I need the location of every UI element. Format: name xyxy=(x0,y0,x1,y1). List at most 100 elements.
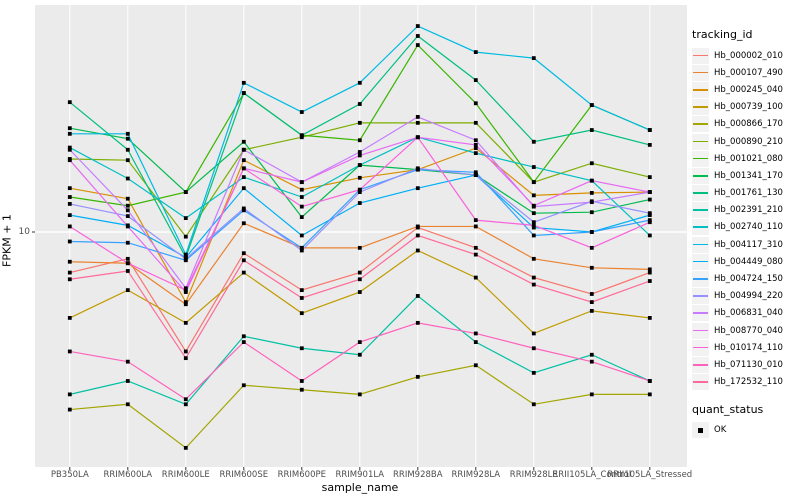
data-point xyxy=(183,300,188,305)
data-point xyxy=(241,158,246,163)
data-point xyxy=(241,186,246,191)
data-point xyxy=(589,245,594,250)
data-point xyxy=(125,131,130,136)
data-point xyxy=(125,379,130,383)
legend-item-label: Hb_004724_150 xyxy=(714,274,783,285)
data-point xyxy=(67,277,72,282)
legend-key-swatch xyxy=(692,374,709,391)
data-point xyxy=(589,230,594,234)
data-point xyxy=(241,334,246,339)
legend-line-icon xyxy=(693,157,708,160)
data-point xyxy=(299,204,304,209)
data-point xyxy=(67,316,72,320)
legend-line-icon xyxy=(693,88,708,91)
data-point xyxy=(125,269,130,273)
legend-line-icon xyxy=(693,381,708,383)
data-point xyxy=(125,176,130,181)
legend-item: Hb_172532_110 xyxy=(692,374,798,391)
legend-item: Hb_001761_130 xyxy=(692,185,798,202)
legend-item-label: Hb_001021_080 xyxy=(714,153,783,164)
data-point xyxy=(589,191,594,195)
data-point xyxy=(589,308,594,313)
legend-item-label: Hb_004994_220 xyxy=(714,291,783,302)
data-point xyxy=(183,356,188,361)
legend-key-swatch xyxy=(692,288,709,305)
data-point xyxy=(647,211,652,216)
data-point xyxy=(357,102,362,106)
data-point xyxy=(415,320,420,325)
legend-item-label: Hb_172532_110 xyxy=(714,377,783,388)
data-point xyxy=(531,223,536,228)
legend-line-icon xyxy=(693,243,708,246)
data-point xyxy=(357,138,362,143)
quant-ok-key xyxy=(692,422,709,439)
data-point xyxy=(299,233,304,238)
data-point xyxy=(473,331,478,336)
data-point xyxy=(473,120,478,125)
legend-item: Hb_004724_150 xyxy=(692,270,798,288)
data-point xyxy=(241,139,246,144)
legend-item: Hb_010174_110 xyxy=(692,339,798,356)
data-point xyxy=(241,80,246,85)
legend-key-swatch xyxy=(692,116,709,133)
data-point xyxy=(67,147,72,152)
data-point xyxy=(473,363,478,368)
data-point xyxy=(67,392,72,397)
legend-item: Hb_002391_210 xyxy=(692,202,798,219)
data-point xyxy=(473,173,478,177)
legend-item-ok: OK xyxy=(692,422,798,439)
data-point xyxy=(357,277,362,282)
data-point xyxy=(67,131,72,136)
data-point xyxy=(299,187,304,192)
data-point xyxy=(589,178,594,183)
data-point xyxy=(125,402,130,407)
data-point xyxy=(183,302,188,307)
data-point xyxy=(531,211,536,216)
x-tick-label: RRII105LA_Control xyxy=(552,470,632,480)
data-point xyxy=(125,203,130,208)
legend-item-label: Hb_001761_130 xyxy=(714,188,783,199)
data-point xyxy=(125,208,130,213)
legend-key-swatch xyxy=(692,185,709,202)
data-point xyxy=(531,220,536,225)
data-point xyxy=(183,402,188,407)
data-point xyxy=(531,139,536,144)
legend-item: Hb_000107_490 xyxy=(692,64,798,81)
data-point xyxy=(125,214,130,218)
data-point xyxy=(357,352,362,357)
data-point xyxy=(125,240,130,245)
data-point xyxy=(647,128,652,132)
data-point xyxy=(241,91,246,95)
legend-item-label: Hb_000890_210 xyxy=(714,136,783,147)
data-point xyxy=(125,158,130,163)
data-point xyxy=(299,180,304,185)
data-point xyxy=(531,331,536,336)
data-point xyxy=(473,143,478,147)
legend-item-label: Hb_006831_040 xyxy=(714,308,783,319)
data-point xyxy=(241,175,246,180)
data-point xyxy=(299,288,304,293)
data-point xyxy=(589,392,594,397)
data-point xyxy=(647,143,652,147)
data-point xyxy=(589,300,594,305)
data-point xyxy=(241,147,246,152)
legend-line-icon xyxy=(693,106,708,108)
data-point xyxy=(531,180,536,185)
legend-key-swatch xyxy=(692,64,709,81)
legend-line-icon xyxy=(693,346,708,349)
data-point xyxy=(241,258,246,263)
data-point xyxy=(531,256,536,261)
data-point xyxy=(299,135,304,140)
legend-item: Hb_000890_210 xyxy=(692,133,798,150)
data-point xyxy=(415,114,420,119)
data-point xyxy=(357,340,362,344)
data-point xyxy=(299,215,304,219)
x-tick-labels: PB350LA RRIM600LA RRIM600LE RRIM600SE RRIM60… xyxy=(0,470,800,482)
legend-line-icon xyxy=(693,226,708,229)
data-point xyxy=(125,196,130,201)
x-tick-label: RRIM928BA xyxy=(393,470,443,480)
legend-line-icon xyxy=(693,192,708,194)
data-point xyxy=(67,100,72,105)
data-point xyxy=(357,163,362,168)
data-point xyxy=(241,221,246,226)
